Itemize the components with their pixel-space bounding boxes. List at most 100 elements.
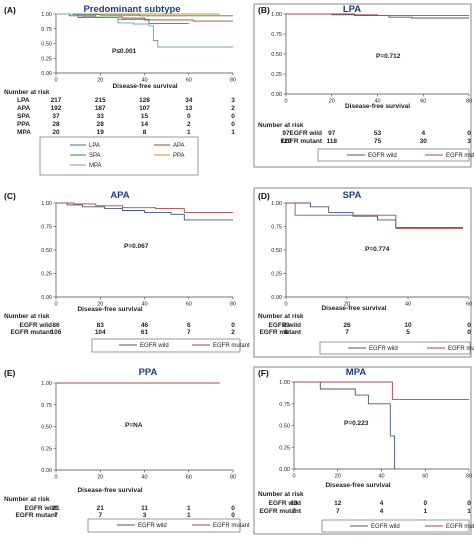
- panel-frame: [253, 187, 472, 358]
- x-tick-label: 80: [230, 302, 236, 308]
- panel-1: (A) Predominant subtype 0.00 0.25 0.50 0.75 1.…: [4, 4, 236, 176]
- legend-box: [87, 518, 241, 533]
- risk-value: 106: [51, 329, 62, 336]
- risk-row-label: EGFR wild: [269, 322, 302, 329]
- x-tick-label: 20: [344, 302, 350, 308]
- y-tick-label: 0.25: [41, 272, 52, 278]
- legend-label: EGFR wild: [368, 153, 397, 159]
- risk-value: 4: [380, 500, 384, 507]
- series-line-egfr-wild: [56, 202, 233, 221]
- risk-value: 192: [51, 105, 62, 112]
- plot-area: [286, 14, 469, 94]
- legend-label: EGFR mutant: [213, 343, 250, 349]
- panel-letter: (D): [258, 191, 270, 201]
- legend-label: EGFR wild: [369, 346, 398, 352]
- chart-title: Predominant subtype: [83, 4, 180, 15]
- x-axis-label: Disease-free survival: [345, 103, 410, 110]
- y-tick-label: 0.25: [271, 272, 282, 278]
- risk-value: 0: [467, 329, 471, 336]
- risk-value: 11: [141, 505, 148, 512]
- x-tick-label: 40: [378, 474, 384, 480]
- risk-value: 28: [97, 121, 105, 128]
- p-value-label: P=0.774: [365, 246, 390, 253]
- risk-row-label: EGFR mutant: [259, 329, 301, 336]
- risk-value: 34: [185, 97, 193, 104]
- panel-5: (E) PPA 0.00 0.25 0.50 0.75 1.00 0 20 40 60 80 P=NA D…: [4, 367, 250, 533]
- legend-label: EGFR mutant: [448, 346, 474, 352]
- legend-label: EGFR mutant: [446, 524, 474, 530]
- risk-value: 1: [467, 508, 471, 515]
- risk-row-label: EGFR mutant: [15, 512, 57, 519]
- x-axis-label: Disease-free survival: [112, 83, 177, 90]
- risk-value: 19: [97, 129, 105, 136]
- panel-letter: (B): [258, 5, 270, 15]
- y-tick-label: 0.50: [41, 42, 52, 48]
- risk-value: 217: [51, 97, 62, 104]
- risk-value: 7: [54, 512, 58, 519]
- p-value-label: P=NA: [125, 422, 143, 429]
- risk-row-label: EGFR mutant: [10, 329, 52, 336]
- risk-table-header: Number at risk: [258, 491, 304, 498]
- risk-value: 2: [231, 105, 235, 112]
- risk-value: 15: [141, 113, 149, 120]
- risk-row-label: APA: [17, 105, 31, 112]
- y-tick-label: 0.50: [271, 52, 282, 58]
- y-tick-label: 0.25: [41, 56, 52, 62]
- risk-value: 104: [95, 329, 106, 336]
- risk-value: 46: [141, 322, 149, 329]
- risk-value: 0: [423, 500, 427, 507]
- legend-label: APA: [173, 143, 185, 149]
- risk-value: 3: [231, 97, 235, 104]
- risk-value: 1: [423, 508, 427, 515]
- legend-label: SPA: [89, 153, 101, 159]
- risk-value: 20: [52, 129, 60, 136]
- risk-value: 3: [143, 512, 147, 519]
- legend-label: EGFR mutant: [213, 523, 250, 529]
- y-tick-label: 0.50: [41, 248, 52, 254]
- x-tick-label: 20: [335, 474, 341, 480]
- plot-area: [56, 203, 233, 297]
- p-value-label: P=0.067: [124, 243, 149, 250]
- chart-title: MPA: [346, 367, 367, 378]
- risk-value: 97: [282, 130, 290, 137]
- series-line-egfr-wild: [294, 381, 396, 469]
- risk-value: 13: [185, 105, 193, 112]
- legend-label: EGFR wild: [138, 523, 167, 529]
- x-axis-label: Disease-free survival: [77, 306, 142, 313]
- risk-value: 7: [187, 329, 191, 336]
- risk-value: 107: [139, 105, 150, 112]
- y-tick-label: 0.75: [271, 225, 282, 231]
- y-tick-label: 0.75: [41, 27, 52, 33]
- x-tick-label: 40: [405, 302, 411, 308]
- chart-title: LPA: [343, 4, 361, 15]
- risk-value: 0: [231, 113, 235, 120]
- risk-value: 61: [141, 329, 149, 336]
- legend-box: [91, 338, 241, 353]
- p-value-label: P=0.223: [344, 420, 369, 427]
- series-line-egfr-mutant: [286, 202, 463, 229]
- x-axis-label: Disease-free survival: [325, 482, 390, 489]
- risk-value: 0: [231, 322, 235, 329]
- panel-letter: (F): [258, 368, 269, 378]
- risk-value: 5: [406, 329, 410, 336]
- risk-value: 14: [141, 121, 149, 128]
- y-tick-label: 0.50: [279, 424, 290, 430]
- risk-row-label: LPA: [17, 97, 30, 104]
- panel-letter: (C): [4, 191, 16, 201]
- y-tick-label: 0.50: [41, 425, 52, 431]
- y-tick-label: 1.00: [279, 380, 290, 386]
- x-axis-label: Disease-free survival: [77, 487, 142, 494]
- risk-table-header: Number at risk: [258, 313, 304, 320]
- x-tick-label: 0: [54, 302, 57, 308]
- y-tick-label: 0.25: [41, 446, 52, 452]
- series-line-egfr-mutant: [56, 202, 233, 213]
- x-tick-label: 0: [292, 474, 295, 480]
- series-line-apa: [56, 13, 233, 22]
- risk-value: 28: [52, 121, 60, 128]
- x-tick-label: 0: [284, 302, 287, 308]
- risk-value: 2: [187, 121, 191, 128]
- legend-box: [321, 519, 470, 533]
